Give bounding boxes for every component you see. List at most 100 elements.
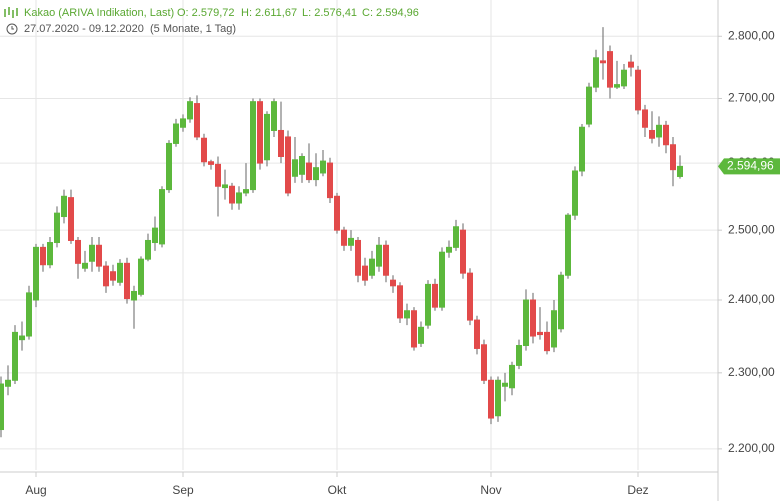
candle-body [236,192,242,204]
candle-body [453,226,459,248]
candle-body [117,262,123,283]
candle-body [334,195,340,231]
candle-body [250,101,256,191]
candle-body [348,237,354,246]
x-tick-label: Dez [627,483,648,497]
candle-body [656,124,662,138]
candle-body [670,144,676,171]
candle-body [187,101,193,120]
instrument: Kakao (ARIVA Indikation, Last) [24,7,174,19]
candle-body [355,239,361,276]
high-info: H: 2.611,67 [241,7,297,19]
candle-body [663,124,669,146]
candle-body [278,129,284,157]
candle-body [418,326,424,344]
candle-body [194,103,200,138]
candle-body [523,299,529,347]
candle-body [509,364,515,389]
candle-body [208,161,214,165]
y-tick-label: 2.200,00 [728,441,775,455]
candle-body [82,262,88,269]
candle-body [33,246,39,301]
date-range: 27.07.2020 - 09.12.2020 [24,23,144,35]
candle-body [68,197,74,241]
candle-body [229,185,235,204]
candle-body [180,118,186,128]
candle-body [586,86,592,125]
candle-body [54,212,60,244]
candle-body [299,155,305,175]
candle-body [558,274,564,330]
x-tick-label: Okt [328,483,347,497]
candle-body [145,239,151,260]
candle-body [572,170,578,216]
candle-body [446,246,452,253]
candle-body [432,283,438,308]
candle-body [488,379,494,419]
candle-body [628,61,634,68]
candle-body [264,113,270,161]
candle-body [12,331,18,381]
candle-body [47,242,53,266]
candle-body [621,69,627,87]
candle-body [425,283,431,326]
candle-body [544,331,550,352]
candle-body [320,160,326,174]
candle-body [600,60,606,64]
candle-body [96,244,102,267]
candle-body [397,285,403,319]
candle-body [530,299,536,337]
candle-body [614,84,620,88]
candle-body [306,162,312,181]
candle-body [460,229,466,274]
last-price-tag [718,158,780,175]
candle-body [103,265,109,287]
date-span: (5 Monate, 1 Tag) [150,23,236,35]
candle-body [404,310,410,319]
candle-body [537,331,543,336]
candle-body [467,272,473,321]
x-tick-label: Aug [25,483,46,497]
candle-body [89,244,95,262]
candle-body [362,265,368,281]
candle-body [61,195,67,218]
candle-body [642,109,648,128]
clock-icon [6,23,18,35]
candle-body [292,159,298,177]
clock-hand [11,26,14,30]
chart-icon [4,7,18,18]
y-tick-label: 2.300,00 [728,365,775,379]
candle-body [285,136,291,194]
candle-body [593,57,599,88]
header: Kakao (ARIVA Indikation, Last) O: 2.579,… [4,7,419,35]
candles [0,27,683,438]
y-tick-label: 2.500,00 [728,222,775,236]
candle-body [649,129,655,139]
candle-body [341,229,347,246]
candle-body [222,184,228,189]
candle-body [579,126,585,172]
candle-body [551,310,557,348]
candle-body [677,165,683,177]
candle-body [271,101,277,131]
x-tick-label: Sep [172,483,194,497]
candle-body [5,379,11,387]
candle-body [313,167,319,181]
low-info: L: 2.576,41 [302,7,357,19]
candle-body [474,319,480,349]
candle-body [110,271,116,281]
candle-body [215,163,221,187]
x-tick-label: Nov [480,483,501,497]
candle-body [369,258,375,276]
candle-body [495,379,501,417]
candle-body [502,382,508,387]
candle-body [607,51,613,88]
candle-body [173,123,179,144]
candle-body [40,246,46,266]
candle-body [516,345,522,366]
candle-body [201,137,207,163]
candle-body [390,279,396,287]
last-price-label: 2.594,96 [727,159,774,173]
